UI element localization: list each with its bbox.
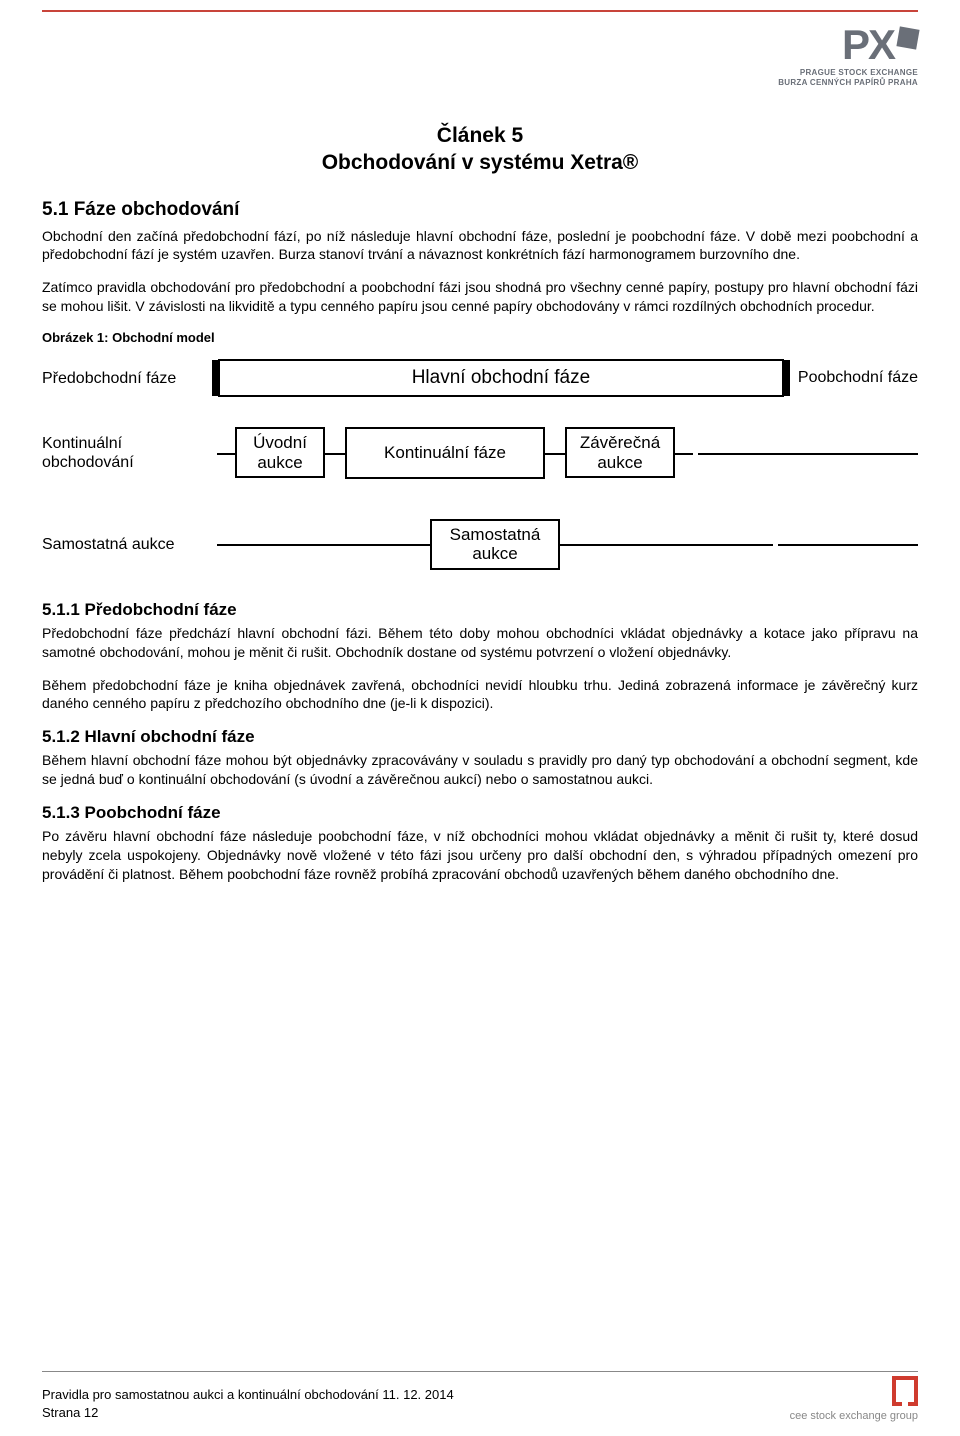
cee-logo: cee stock exchange group: [790, 1376, 918, 1422]
cee-logo-text: cee stock exchange group: [790, 1410, 918, 1422]
figure-caption: Obrázek 1: Obchodní model: [42, 330, 918, 345]
article-number: Článek 5: [42, 122, 918, 149]
cee-mark-icon: [892, 1376, 918, 1402]
paragraph: Po závěru hlavní obchodní fáze následuje…: [42, 827, 918, 884]
article-name: Obchodování v systému Xetra®: [42, 149, 918, 176]
paragraph: Zatímco pravidla obchodování pro předobc…: [42, 278, 918, 316]
label-post-trading: Poobchodní fáze: [790, 369, 918, 387]
page-footer: Pravidla pro samostatnou aukci a kontinu…: [42, 1371, 918, 1422]
box-closing-auction: Závěrečná aukce: [565, 427, 675, 478]
logo-subtitle-1: PRAGUE STOCK EXCHANGE: [778, 68, 918, 78]
label-continuous-trading: Kontinuální obchodování: [42, 434, 212, 472]
page-content: Článek 5 Obchodování v systému Xetra® 5.…: [0, 12, 960, 884]
diagram-row-single-auction: Samostatná aukce Samostatná aukce: [42, 519, 918, 570]
paragraph: Během předobchodní fáze je kniha objedná…: [42, 676, 918, 714]
diagram-row-phases: Předobchodní fáze Hlavní obchodní fáze P…: [42, 359, 918, 397]
tick-icon: [773, 529, 778, 559]
paragraph: Během hlavní obchodní fáze mohou být obj…: [42, 751, 918, 789]
exchange-logo: PX PRAGUE STOCK EXCHANGE BURZA CENNÝCH P…: [778, 24, 918, 87]
box-single-auction: Samostatná aukce: [430, 519, 560, 570]
tick-icon: [212, 529, 217, 559]
heading-5-1: 5.1 Fáze obchodování: [42, 199, 918, 221]
tick-icon: [212, 438, 217, 468]
paragraph: Předobchodní fáze předchází hlavní obcho…: [42, 624, 918, 662]
heading-5-1-3: 5.1.3 Poobchodní fáze: [42, 803, 918, 823]
box-continuous-phase: Kontinuální fáze: [345, 427, 545, 479]
label-single-auction: Samostatná aukce: [42, 535, 212, 554]
diagram-row-continuous: Kontinuální obchodování Úvodní aukce Kon…: [42, 427, 918, 479]
main-phase-box: Hlavní obchodní fáze: [218, 359, 784, 397]
footer-doc-title: Pravidla pro samostatnou aukci a kontinu…: [42, 1386, 454, 1404]
footer-rule: [42, 1371, 918, 1372]
logo-mark-icon: [896, 26, 919, 49]
paragraph: Obchodní den začíná předobchodní fází, p…: [42, 227, 918, 265]
heading-5-1-2: 5.1.2 Hlavní obchodní fáze: [42, 727, 918, 747]
trading-model-diagram: Předobchodní fáze Hlavní obchodní fáze P…: [42, 359, 918, 570]
footer-left: Pravidla pro samostatnou aukci a kontinu…: [42, 1386, 454, 1422]
footer-page-number: Strana 12: [42, 1404, 454, 1422]
tick-icon: [693, 438, 698, 468]
logo-subtitle-2: BURZA CENNÝCH PAPÍRŮ PRAHA: [778, 78, 918, 88]
heading-5-1-1: 5.1.1 Předobchodní fáze: [42, 600, 918, 620]
article-title: Článek 5 Obchodování v systému Xetra®: [42, 122, 918, 177]
label-pre-trading: Předobchodní fáze: [42, 369, 212, 388]
logo-text: PX: [842, 24, 894, 66]
box-opening-auction: Úvodní aukce: [235, 427, 325, 478]
